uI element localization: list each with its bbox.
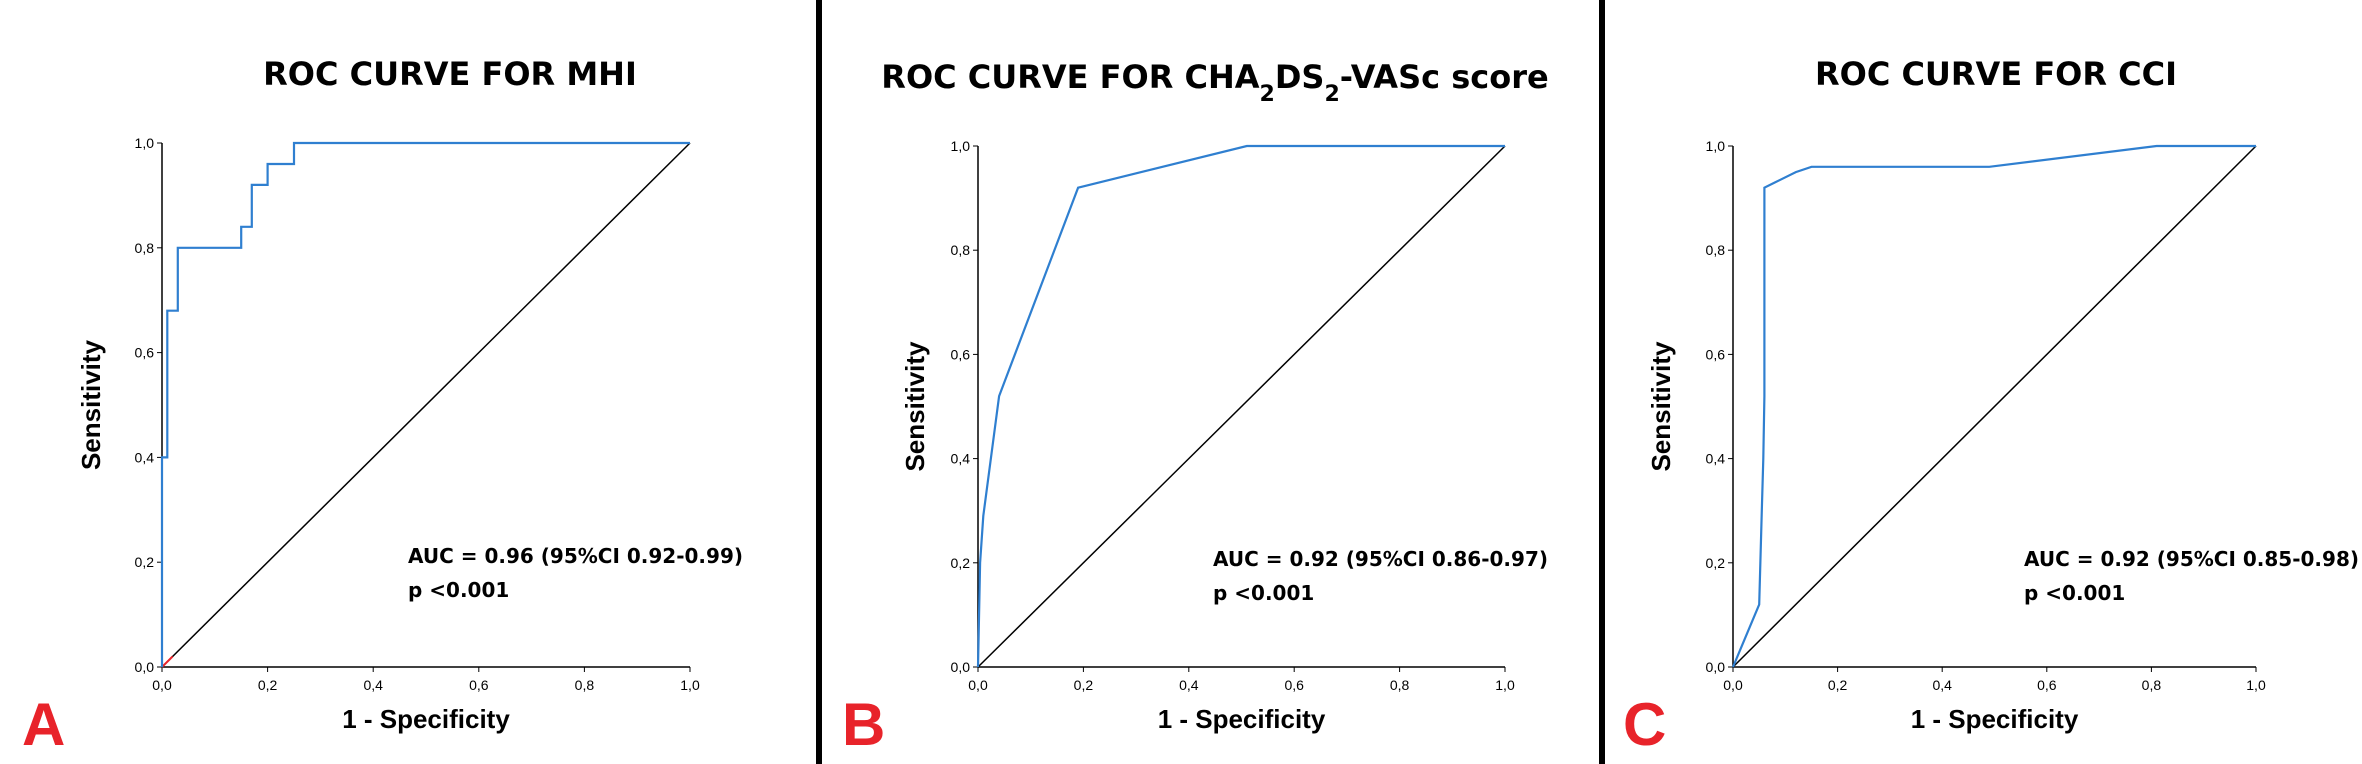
auc-annotation: AUC = 0.96 (95%CI 0.92-0.99) [408,544,743,568]
x-tick-label: 0,6 [1284,677,1304,693]
x-tick-label: 0,4 [1179,677,1199,693]
reference-diagonal-line [977,145,1506,668]
chart-title-subscript-2: 2 [1324,82,1339,107]
roc-curve-line [976,144,1505,668]
x-tick-label: 0,8 [2142,677,2162,693]
p-value-annotation: p <0.001 [2024,581,2125,605]
panel-letter: C [1623,691,1666,758]
x-tick-label: 0,2 [1074,677,1094,693]
x-tick-label: 0,2 [258,677,278,693]
chart-title: ROC CURVE FOR MHI [263,55,637,93]
x-tick-label: 0,0 [968,677,988,693]
p-value-annotation: p <0.001 [1213,581,1314,605]
reference-diagonal-line [1732,145,2257,668]
y-axis-title: Sensitivity [1646,341,1676,472]
origin-marker [161,655,174,668]
chart-title: ROC CURVE FOR CCI [1815,55,2177,93]
auc-annotation: AUC = 0.92 (95%CI 0.85-0.98) [2024,547,2359,571]
x-tick-label: 1,0 [680,677,700,693]
chart-title-text: ROC CURVE FOR CCI [1815,55,2177,93]
p-value-annotation: p <0.001 [408,578,509,602]
x-tick-label: 1,0 [1495,677,1515,693]
roc-curve-line [160,141,690,667]
chart-title-tail: -VASc score [1340,58,1549,96]
y-tick-label: 0,0 [135,659,155,675]
y-tick-label: 1,0 [135,135,155,151]
chart-title-mid: DS [1275,58,1325,96]
x-tick-label: 0,6 [2037,677,2057,693]
chart-title: ROC CURVE FOR CHA2DS2-VASc score [881,58,1548,107]
chart-title-text: ROC CURVE FOR CHA [881,58,1259,96]
roc-curve-line [1731,144,2256,668]
y-tick-label: 0,8 [135,240,155,256]
y-tick-label: 0,2 [135,554,155,570]
x-tick-label: 0,0 [1723,677,1743,693]
y-tick-label: 0,6 [951,346,971,362]
y-tick-label: 0,6 [1706,346,1726,362]
panel-letter: B [842,691,885,758]
y-tick-label: 0,0 [951,659,971,675]
x-axis-title: 1 - Specificity [1158,704,1326,734]
y-tick-label: 0,4 [951,451,971,467]
x-tick-label: 0,4 [1932,677,1952,693]
y-tick-label: 1,0 [951,138,971,154]
y-tick-label: 0,0 [1706,659,1726,675]
x-tick-label: 0,0 [152,677,172,693]
y-tick-label: 0,2 [951,555,971,571]
y-tick-label: 1,0 [1706,138,1726,154]
y-tick-label: 0,8 [1706,242,1726,258]
chart-title-subscript: 2 [1260,82,1275,107]
roc-panels: ROC CURVE FOR MHI 0,0 0,2 0,4 0,6 0,8 1,0 0,0 0,… [22,55,2359,758]
x-tick-label: 0,4 [363,677,383,693]
x-tick-label: 1,0 [2246,677,2266,693]
auc-annotation: AUC = 0.92 (95%CI 0.86-0.97) [1213,547,1548,571]
x-axis-title: 1 - Specificity [342,704,510,734]
y-axis-title: Sensitivity [900,341,930,472]
x-tick-label: 0,6 [469,677,489,693]
roc-panel-c: ROC CURVE FOR CCI 0,0 0,2 0,4 0,6 0,8 1,0 0,0 0,… [1623,55,2359,758]
y-tick-label: 0,4 [135,449,155,465]
x-tick-label: 0,8 [575,677,595,693]
y-axis-title: Sensitivity [76,339,106,470]
x-tick-label: 0,8 [1390,677,1410,693]
reference-diagonal-line [161,142,691,668]
roc-panel-a: ROC CURVE FOR MHI 0,0 0,2 0,4 0,6 0,8 1,0 0,0 0,… [22,55,743,758]
panel-letter: A [22,691,65,758]
x-tick-label: 0,2 [1828,677,1848,693]
y-tick-label: 0,4 [1706,451,1726,467]
y-tick-label: 0,8 [951,242,971,258]
y-tick-label: 0,6 [135,345,155,361]
x-axis-title: 1 - Specificity [1911,704,2079,734]
chart-title-text: ROC CURVE FOR MHI [263,55,637,93]
y-tick-label: 0,2 [1706,555,1726,571]
